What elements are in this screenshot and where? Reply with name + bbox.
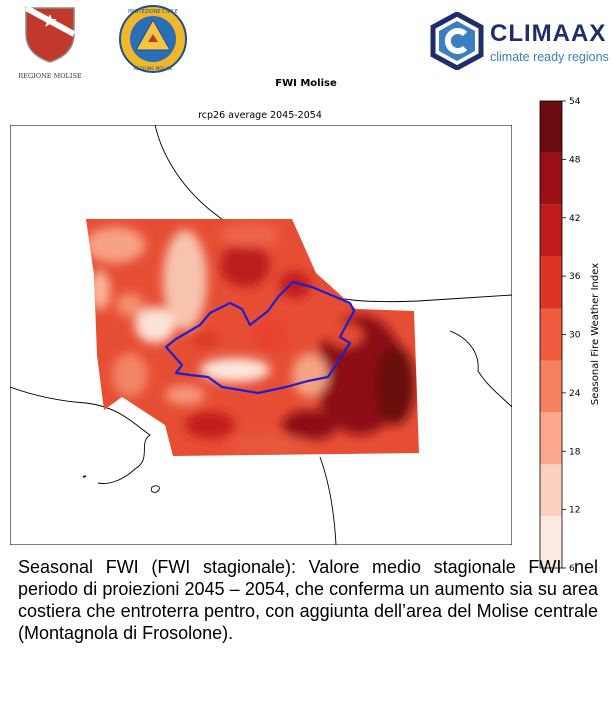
colorbar-band [540, 101, 562, 153]
colorbar-tick-label: 48 [569, 155, 581, 165]
colorbar-tick-label: 24 [569, 389, 581, 399]
colorbar-band [540, 464, 562, 517]
pc-logo-text-top: PROTEZIONE CIVILE [128, 9, 178, 15]
colorbar-tick-label: 54 [569, 97, 581, 107]
colorbar-band [540, 516, 562, 568]
fwi-colorbar: 6 12 18 24 30 36 42 48 54 Seasonal Fire Weather … [539, 97, 601, 574]
island [150, 485, 160, 493]
climaax-name: CLIMAAX [490, 20, 607, 47]
climaax-hexagon-icon [430, 12, 484, 70]
colorbar-tick-label: 6 [569, 564, 575, 574]
chart-subtitle: rcp26 average 2045-2054 [198, 110, 322, 121]
colorbar-bands [540, 101, 562, 568]
islet [82, 475, 87, 478]
chart-title: FWI Molise [275, 78, 337, 89]
protezione-civile-logo: PROTEZIONE CIVILE REGIONE MOLISE [119, 5, 187, 73]
colorbar-band [540, 152, 562, 205]
colorbar-band [540, 204, 562, 257]
colorbar-ticks: 6 12 18 24 30 36 42 48 54 [562, 97, 581, 574]
colorbar-band [540, 256, 562, 309]
climaax-tagline: climate ready regions [490, 50, 609, 64]
colorbar-tick-label: 30 [569, 331, 581, 341]
colorbar-band [540, 412, 562, 465]
western-coastline [10, 386, 151, 484]
fwi-map [10, 125, 512, 545]
climaax-logo: CLIMAAX climate ready regions [428, 12, 610, 72]
colorbar-band [540, 360, 562, 413]
colorbar-tick-label: 42 [569, 214, 580, 224]
molise-logo-text: REGIONE MOLISE [18, 72, 82, 80]
eastern-coastline [449, 330, 512, 408]
figure-caption: Seasonal FWI (FWI stagionale): Valore me… [18, 557, 598, 643]
pc-logo-text-bottom: REGIONE MOLISE [134, 66, 173, 72]
colorbar-band [540, 308, 562, 361]
colorbar-tick-label: 12 [569, 506, 580, 516]
regione-molise-logo: REGIONE MOLISE [18, 5, 82, 80]
colorbar-tick-label: 18 [569, 447, 581, 457]
colorbar-tick-label: 36 [569, 272, 581, 282]
molise-region-border [164, 280, 356, 395]
colorbar-label: Seasonal Fire Weather Index [590, 263, 601, 405]
southern-coast [319, 456, 337, 545]
